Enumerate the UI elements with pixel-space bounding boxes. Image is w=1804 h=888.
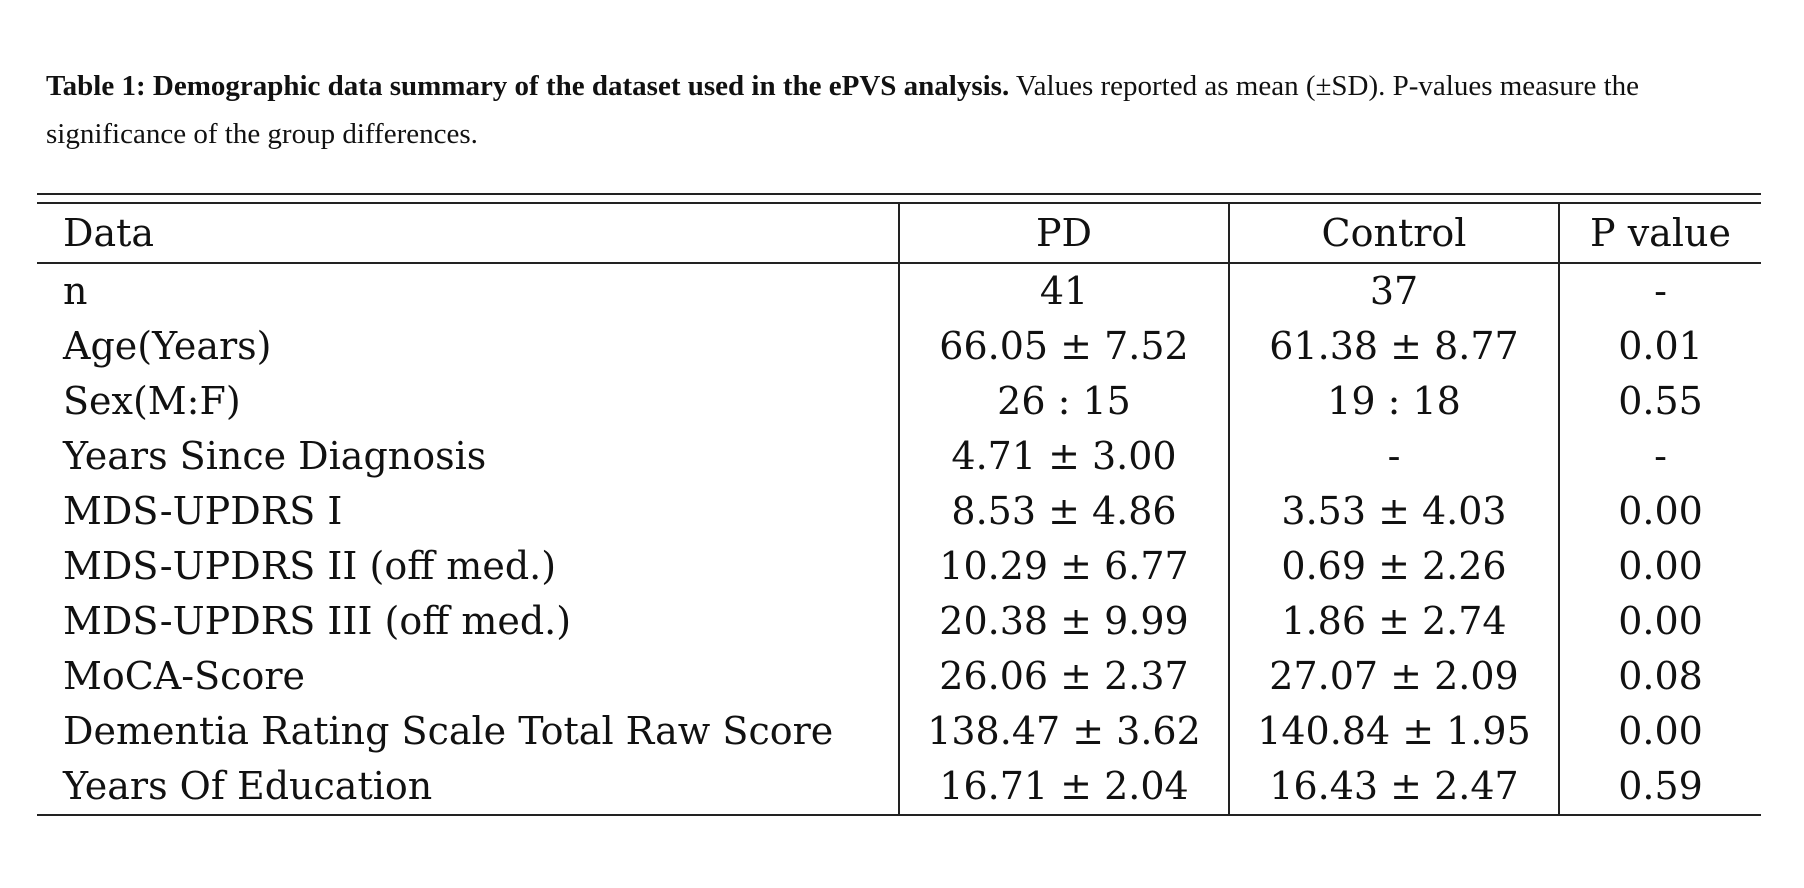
p-value: 0.00	[1558, 704, 1761, 759]
pd-value: 10.29 ± 6.77	[898, 539, 1229, 594]
table-row: n 41 37 -	[37, 263, 1761, 319]
row-label: MDS-UPDRS I	[63, 489, 343, 533]
control-value: 3.53 ± 4.03	[1228, 484, 1559, 539]
row-label: n	[63, 269, 88, 313]
pd-value: 26 : 15	[898, 374, 1229, 429]
table-row: MoCA-Score 26.06 ± 2.37 27.07 ± 2.09 0.0…	[37, 649, 1761, 704]
p-value: 0.00	[1558, 539, 1761, 594]
header-data: Data	[37, 204, 899, 264]
control-value: 27.07 ± 2.09	[1228, 649, 1559, 704]
control-value: -	[1228, 429, 1559, 484]
p-value: 0.01	[1558, 319, 1761, 374]
row-label: MDS-UPDRS II (off med.)	[63, 544, 557, 588]
control-value: 0.69 ± 2.26	[1228, 539, 1559, 594]
p-value: -	[1558, 429, 1761, 484]
control-value: 140.84 ± 1.95	[1228, 704, 1559, 759]
pd-value: 66.05 ± 7.52	[898, 319, 1229, 374]
control-value: 19 : 18	[1228, 374, 1559, 429]
table-top-rule-inner	[37, 202, 1761, 204]
control-value: 16.43 ± 2.47	[1228, 759, 1559, 816]
p-value: 0.55	[1558, 374, 1761, 429]
header-pd: PD	[898, 204, 1229, 264]
table-row: Dementia Rating Scale Total Raw Score 13…	[37, 704, 1761, 759]
row-label: Years Of Education	[37, 759, 899, 816]
p-value: -	[1558, 263, 1761, 319]
table-row: MDS-UPDRS I 8.53 ± 4.86 3.53 ± 4.03 0.00	[37, 484, 1761, 539]
pd-value: 41	[898, 263, 1229, 319]
pd-value: 138.47 ± 3.62	[898, 704, 1229, 759]
pd-value: 8.53 ± 4.86	[898, 484, 1229, 539]
pd-value: 16.71 ± 2.04	[898, 759, 1229, 816]
control-value: 1.86 ± 2.74	[1228, 594, 1559, 649]
p-value: 0.00	[1558, 484, 1761, 539]
table-row: MDS-UPDRS III (off med.) 20.38 ± 9.99 1.…	[37, 594, 1761, 649]
table-caption: Table 1: Demographic data summary of the…	[46, 62, 1746, 158]
control-value: 61.38 ± 8.77	[1228, 319, 1559, 374]
p-value: 0.08	[1558, 649, 1761, 704]
data-table: Data PD Control P value n 41 37 - Age(Ye…	[37, 204, 1761, 816]
pd-value: 20.38 ± 9.99	[898, 594, 1229, 649]
control-value: 37	[1228, 263, 1559, 319]
row-label: MDS-UPDRS III (off med.)	[63, 599, 572, 643]
row-label: Dementia Rating Scale Total Raw Score	[63, 709, 834, 753]
caption-text: Values reported as mean (±SD). P-values …	[46, 70, 1640, 150]
table-row: MDS-UPDRS II (off med.) 10.29 ± 6.77 0.6…	[37, 539, 1761, 594]
header-p-value: P value	[1558, 204, 1761, 264]
p-value: 0.59	[1558, 759, 1761, 816]
header-row: Data PD Control P value	[37, 204, 1761, 264]
table-row: Age(Years) 66.05 ± 7.52 61.38 ± 8.77 0.0…	[37, 319, 1761, 374]
row-label: MoCA-Score	[63, 654, 305, 698]
row-label: Years Since Diagnosis	[63, 434, 487, 478]
row-label: Age(Years)	[63, 324, 272, 368]
pd-value: 26.06 ± 2.37	[898, 649, 1229, 704]
p-value: 0.00	[1558, 594, 1761, 649]
pd-value: 4.71 ± 3.00	[898, 429, 1229, 484]
table-row: Sex(M:F) 26 : 15 19 : 18 0.55	[37, 374, 1761, 429]
table-row: Years Of Education 16.71 ± 2.04 16.43 ± …	[37, 759, 1761, 816]
header-control: Control	[1228, 204, 1559, 264]
caption-title: Table 1: Demographic data summary of the…	[46, 70, 1010, 102]
row-label: Sex(M:F)	[63, 379, 241, 423]
table-row: Years Since Diagnosis 4.71 ± 3.00 - -	[37, 429, 1761, 484]
table-top-rule	[37, 193, 1761, 195]
